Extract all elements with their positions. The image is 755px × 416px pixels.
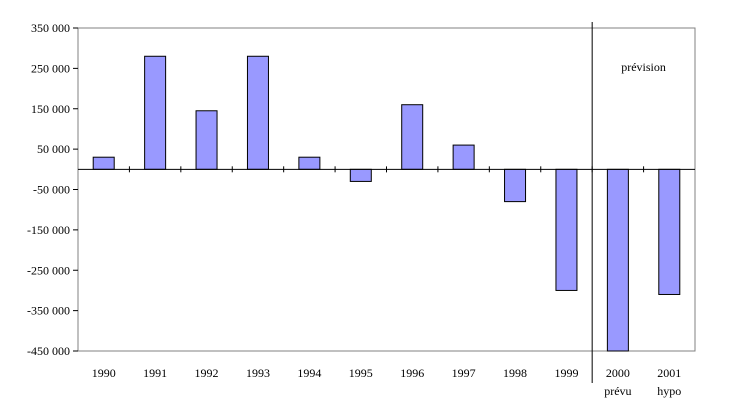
plot-area xyxy=(77,27,696,352)
forecast-annotation: prévision xyxy=(621,60,666,74)
bar-1992 xyxy=(195,110,218,170)
x-tick-sublabel: hypo xyxy=(657,384,681,398)
bar-2001 xyxy=(658,168,681,295)
x-tick-label: 1999 xyxy=(554,366,578,380)
bar-1997 xyxy=(452,144,475,170)
y-axis: 350 000 250 000 150 000 50 000 -50 000 -150 0… xyxy=(27,21,78,358)
bar-1994 xyxy=(298,156,321,170)
bar-1995 xyxy=(349,168,372,182)
bar-1990 xyxy=(92,156,115,170)
y-tick-label: -450 000 xyxy=(27,344,70,358)
y-tick-label: -250 000 xyxy=(27,263,70,277)
x-tick-label: 1992 xyxy=(195,366,219,380)
x-tick-label: 2000 xyxy=(606,366,630,380)
x-tick-label: 2001 xyxy=(657,366,681,380)
bar-1999 xyxy=(555,168,578,291)
x-tick-label: 1990 xyxy=(92,366,116,380)
x-tick-label: 1995 xyxy=(349,366,373,380)
y-tick-label: -150 000 xyxy=(27,223,70,237)
bar-1993 xyxy=(246,55,269,170)
bar-1991 xyxy=(144,55,167,170)
x-tick-label: 1993 xyxy=(246,366,270,380)
x-tick-label: 1996 xyxy=(400,366,424,380)
bar-2000 xyxy=(606,168,629,352)
x-tick-label: 1997 xyxy=(452,366,476,380)
bar-1998 xyxy=(504,168,527,203)
y-tick-label: -350 000 xyxy=(27,304,70,318)
x-tick-sublabel: prévu xyxy=(604,384,631,398)
y-tick-label: 250 000 xyxy=(31,61,70,75)
x-tick-label: 1994 xyxy=(297,366,321,380)
y-tick-label: 50 000 xyxy=(37,142,70,156)
y-tick-label: -50 000 xyxy=(33,183,70,197)
x-tick-label: 1991 xyxy=(143,366,167,380)
bars-group xyxy=(92,55,681,352)
y-tick-label: 350 000 xyxy=(31,21,70,35)
x-tick-label: 1998 xyxy=(503,366,527,380)
y-tick-label: 150 000 xyxy=(31,102,70,116)
bar-1996 xyxy=(401,104,424,170)
